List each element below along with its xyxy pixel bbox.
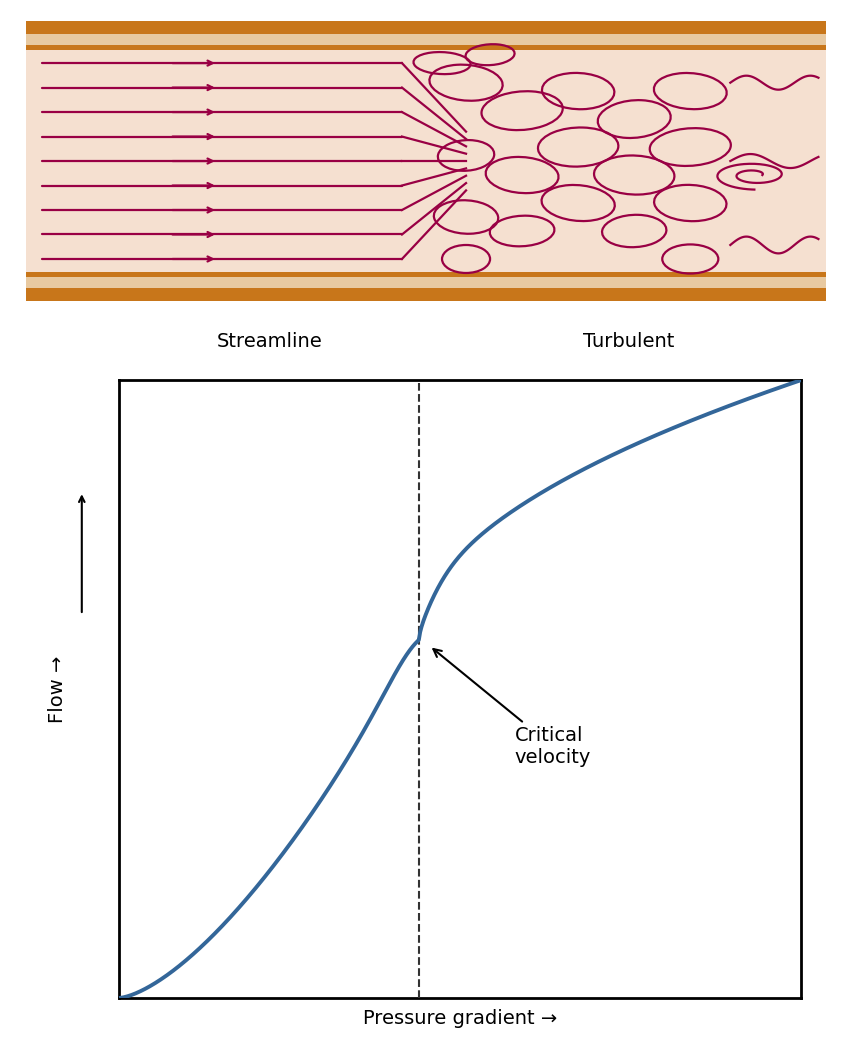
- Text: Turbulent: Turbulent: [584, 332, 675, 351]
- Bar: [26, 46, 826, 276]
- Bar: [26, 276, 826, 301]
- Bar: [26, 288, 826, 301]
- X-axis label: Pressure gradient →: Pressure gradient →: [363, 1010, 557, 1029]
- Bar: [26, 21, 826, 46]
- Text: Critical
velocity: Critical velocity: [434, 649, 591, 767]
- Text: Flow →: Flow →: [49, 656, 67, 722]
- Bar: [26, 272, 826, 277]
- Text: Streamline: Streamline: [216, 332, 322, 351]
- Bar: [26, 21, 826, 34]
- Bar: [26, 45, 826, 50]
